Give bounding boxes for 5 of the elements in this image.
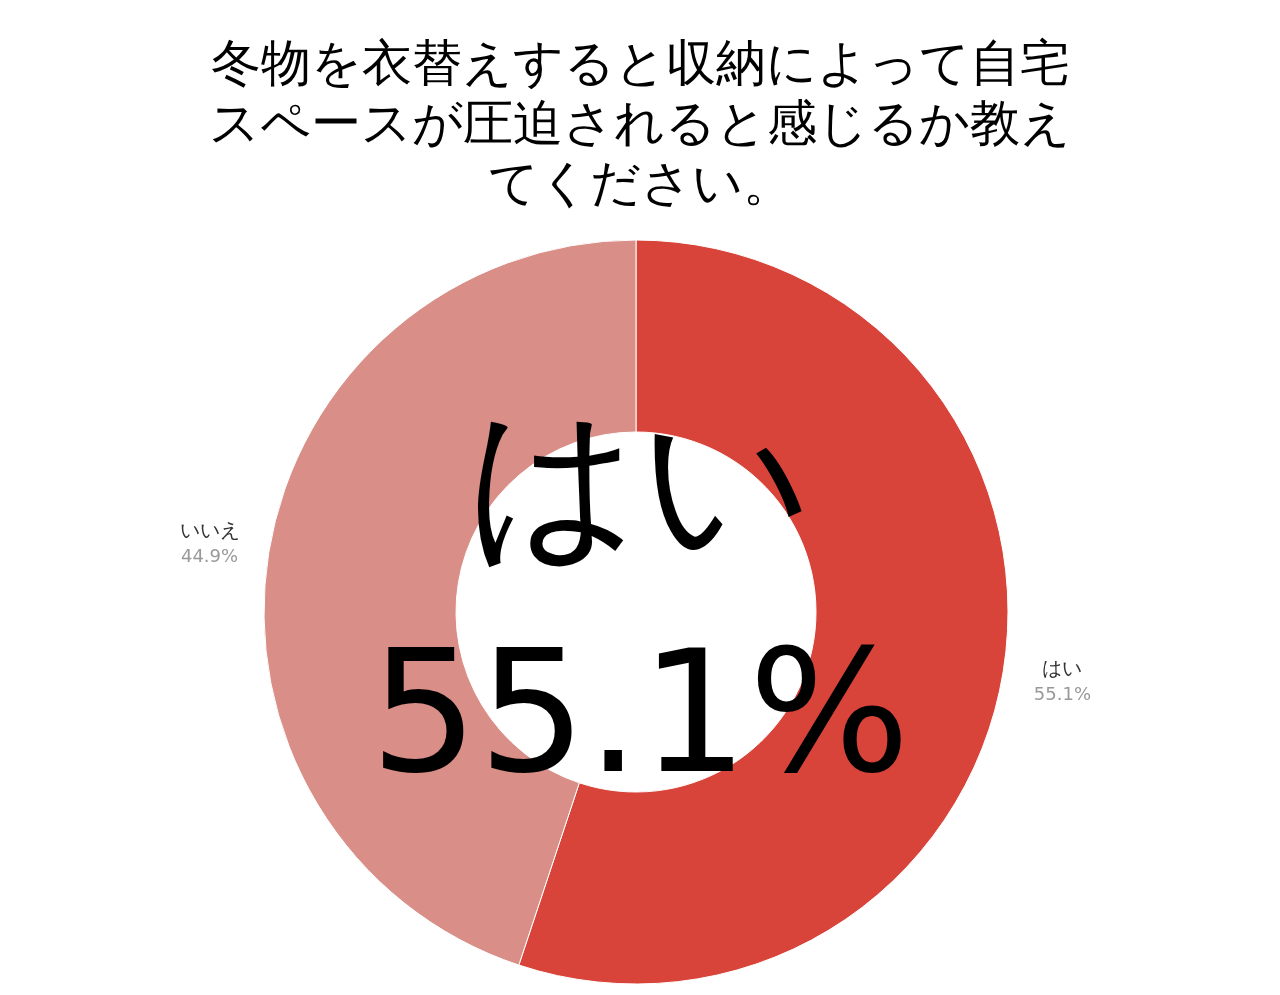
slice-label: はい: [1042, 655, 1083, 680]
data-label: 55.1%: [1033, 682, 1092, 704]
slice-label: いいえ: [179, 518, 240, 543]
chart-title: 冬物を衣替えすると収納によって自宅スペースが圧迫されると感じるか教えてください。: [209, 34, 1071, 212]
data-label: 44.9%: [180, 545, 239, 567]
